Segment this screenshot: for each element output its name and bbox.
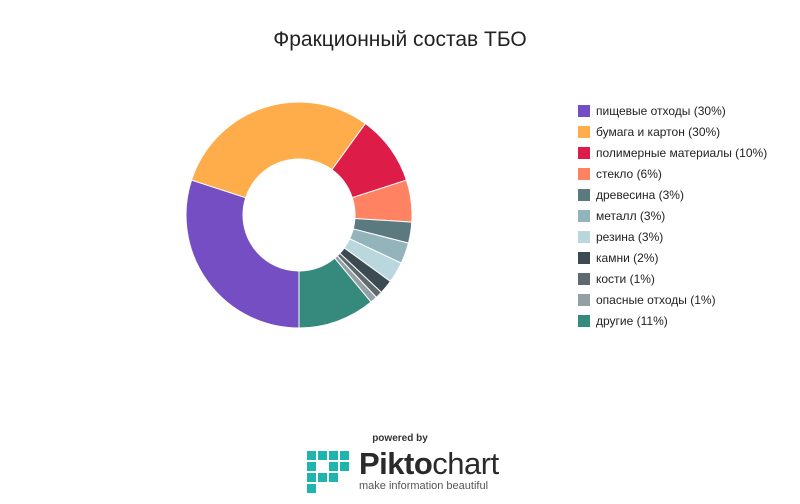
legend-swatch: [578, 209, 590, 222]
brand-name-part2: chart: [432, 446, 499, 481]
legend-item: кости (1%): [578, 268, 767, 289]
legend-item: бумага и картон (30%): [578, 121, 767, 142]
legend-item: металл (3%): [578, 205, 767, 226]
legend-label: металл (3%): [596, 208, 666, 223]
legend-label: другие (11%): [596, 313, 668, 328]
legend-swatch: [578, 230, 590, 243]
legend-swatch: [578, 272, 590, 285]
branding: powered by Piktochart make information b…: [0, 433, 800, 495]
pie-slice: [190, 101, 367, 199]
brand-tagline: make information beautiful: [359, 480, 489, 492]
donut-chart: [185, 101, 413, 329]
legend-label: полимерные материалы (10%): [596, 145, 768, 160]
legend-item: опасные отходы (1%): [578, 289, 767, 310]
brand-name-part1: Pikto: [359, 446, 433, 481]
legend-swatch: [578, 188, 590, 201]
legend-item: резина (3%): [578, 226, 767, 247]
legend-swatch: [578, 293, 590, 306]
powered-by-label: powered by: [372, 433, 428, 444]
legend-item: другие (11%): [578, 310, 767, 331]
legend-item: полимерные материалы (10%): [578, 142, 767, 163]
piktochart-logo-icon: [305, 449, 351, 495]
legend-label: опасные отходы (1%): [596, 292, 716, 307]
legend-swatch: [578, 251, 590, 264]
legend-label: резина (3%): [596, 229, 664, 244]
legend-label: стекло (6%): [596, 166, 662, 181]
legend-label: древесина (3%): [596, 187, 684, 202]
legend-swatch: [578, 104, 590, 117]
legend-item: древесина (3%): [578, 184, 767, 205]
legend-label: бумага и картон (30%): [596, 124, 721, 139]
legend-item: стекло (6%): [578, 163, 767, 184]
legend-label: кости (1%): [596, 271, 655, 286]
legend-swatch: [578, 125, 590, 138]
legend-swatch: [578, 146, 590, 159]
legend-swatch: [578, 167, 590, 180]
legend-label: пищевые отходы (30%): [596, 103, 726, 118]
legend-item: камни (2%): [578, 247, 767, 268]
legend-item: пищевые отходы (30%): [578, 100, 767, 121]
legend-swatch: [578, 314, 590, 327]
chart-legend: пищевые отходы (30%) бумага и картон (30%…: [578, 100, 767, 331]
pie-slice: [185, 179, 300, 329]
chart-title: Фракционный состав ТБО: [273, 28, 527, 51]
pie-slice: [298, 257, 372, 329]
legend-label: камни (2%): [596, 250, 659, 265]
